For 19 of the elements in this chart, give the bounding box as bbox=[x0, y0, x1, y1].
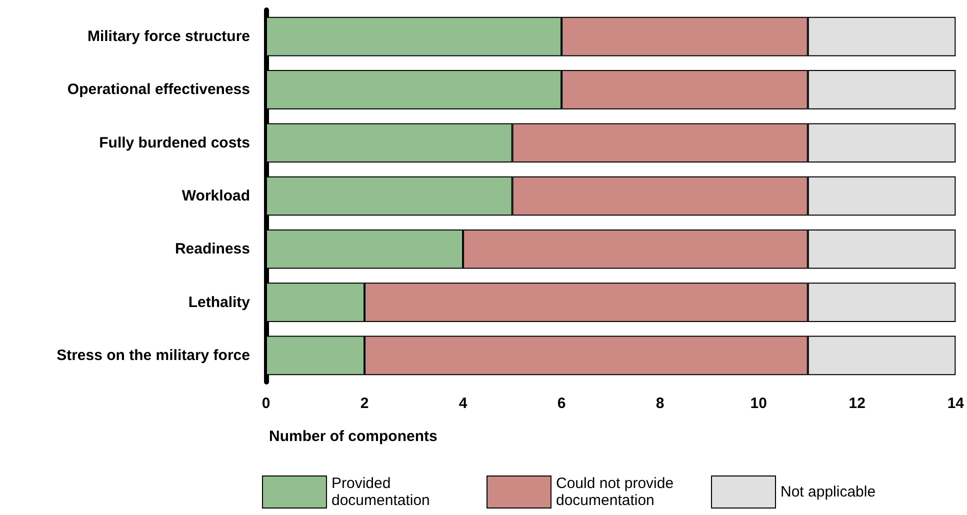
x-tick-label: 12 bbox=[848, 395, 866, 412]
x-tick-label: 6 bbox=[557, 395, 566, 412]
y-tick-label: Lethality bbox=[188, 294, 251, 311]
x-tick-label: 10 bbox=[750, 395, 767, 412]
x-axis-title: Number of components bbox=[269, 428, 438, 445]
y-tick-label: Readiness bbox=[174, 240, 250, 258]
x-tick-label: 14 bbox=[947, 395, 965, 412]
x-tick-label: 8 bbox=[656, 395, 664, 412]
y-tick-label: Operational effectiveness bbox=[67, 81, 250, 98]
legend-label: Provided documentation bbox=[332, 475, 430, 509]
y-tick-label: Workload bbox=[182, 188, 250, 204]
y-tick-label: Fully burdened costs bbox=[99, 134, 250, 152]
x-tick-label: 2 bbox=[360, 395, 369, 412]
legend-label: Not applicable bbox=[780, 484, 876, 500]
legend-label: Could not provide documentation bbox=[556, 475, 678, 509]
x-tick-label: 0 bbox=[262, 395, 270, 412]
x-tick-label: 4 bbox=[458, 395, 468, 412]
y-tick-label: Military force structure bbox=[87, 28, 250, 46]
y-tick-label: Stress on the military force bbox=[56, 346, 250, 364]
